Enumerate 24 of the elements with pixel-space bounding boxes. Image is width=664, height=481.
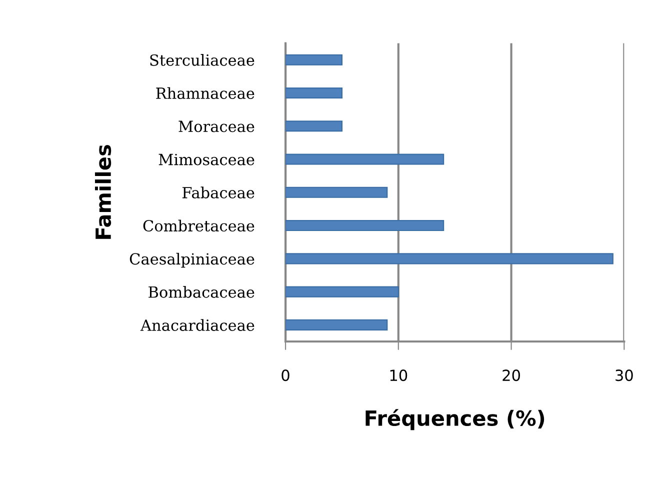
y-tick-label: Sterculiaceae — [150, 54, 254, 66]
x-tick-label: 10 — [390, 370, 408, 382]
y-tick-label: Anacardiaceae — [140, 319, 254, 331]
bar — [286, 286, 399, 298]
bar — [286, 186, 388, 198]
y-tick-label: Rhamnaceae — [156, 87, 254, 100]
x-tick-label: 0 — [282, 370, 290, 382]
bar — [286, 54, 343, 66]
x-axis-title: Fréquences (%) — [366, 409, 544, 430]
y-tick-label: Combretaceae — [143, 220, 254, 232]
y-tick-label: Fabaceae — [182, 186, 254, 198]
y-axis-title: Familles — [94, 145, 112, 239]
y-tick-label: Bombacaceae — [148, 286, 254, 298]
y-tick-label: Moraceae — [178, 120, 254, 132]
y-tick-label: Mimosaceae — [158, 154, 254, 166]
bar — [286, 154, 444, 165]
bar — [286, 87, 343, 99]
bar — [286, 120, 343, 132]
bar — [286, 253, 614, 264]
y-tick-label: Caesalpiniaceae — [130, 252, 254, 268]
x-tick-label: 30 — [616, 370, 633, 382]
bar — [286, 319, 388, 330]
x-tick-label: 20 — [502, 370, 520, 382]
bar — [286, 220, 444, 232]
